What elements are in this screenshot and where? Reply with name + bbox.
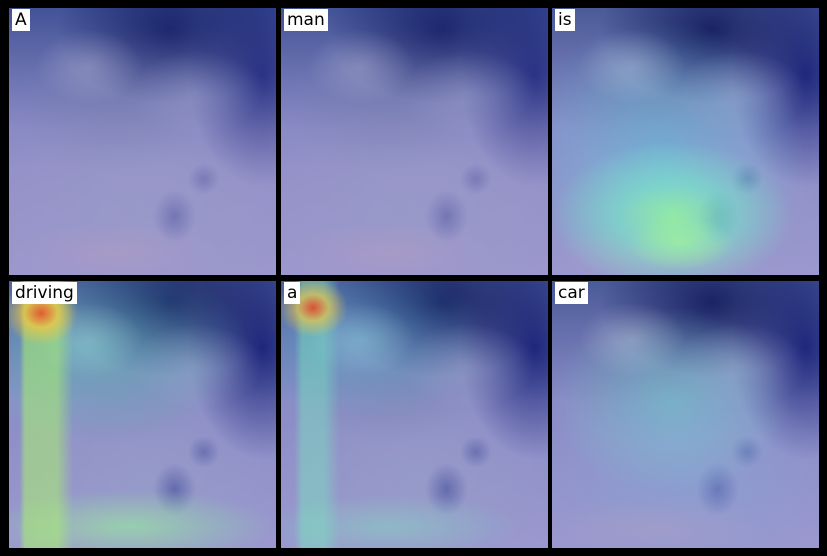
heatmap-overlay [281, 8, 548, 275]
heatmap-overlay [281, 281, 548, 548]
word-label: car [555, 282, 588, 304]
word-label: man [284, 9, 328, 31]
attention-panel-driving: driving [9, 281, 276, 548]
word-label: is [555, 9, 575, 31]
attention-panel-car: car [552, 281, 819, 548]
heatmap-overlay [9, 8, 276, 275]
attention-panel-man: man [281, 8, 548, 275]
word-label: a [284, 282, 301, 304]
word-label: A [12, 9, 30, 31]
heatmap-overlay [552, 8, 819, 275]
attention-panel-is: is [552, 8, 819, 275]
heatmap-overlay [9, 281, 276, 548]
attention-panel-a-2: a [281, 281, 548, 548]
frame-image [9, 8, 276, 275]
attention-panel-a: A [9, 8, 276, 275]
frame-image [281, 8, 548, 275]
heatmap-overlay [552, 281, 819, 548]
word-label: driving [12, 282, 77, 304]
frame-image [552, 281, 819, 548]
